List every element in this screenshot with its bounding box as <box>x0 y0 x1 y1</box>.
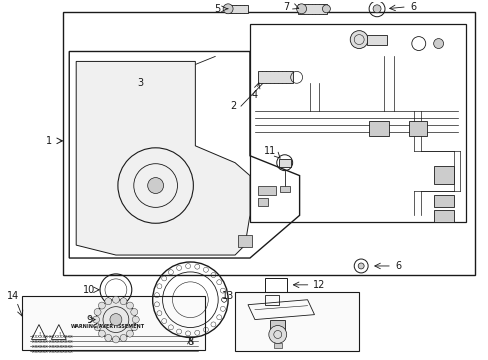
Circle shape <box>372 5 380 13</box>
Circle shape <box>120 334 127 341</box>
Circle shape <box>268 325 286 343</box>
Bar <box>238 235 251 247</box>
Circle shape <box>223 4 233 14</box>
Text: 3: 3 <box>138 78 143 88</box>
Text: 5: 5 <box>214 4 220 14</box>
Circle shape <box>98 302 105 309</box>
Bar <box>433 210 452 222</box>
Circle shape <box>357 263 364 269</box>
Circle shape <box>112 296 119 303</box>
Circle shape <box>96 300 136 339</box>
Polygon shape <box>31 325 46 339</box>
Circle shape <box>94 309 101 315</box>
Circle shape <box>296 4 306 14</box>
Bar <box>273 343 281 348</box>
Circle shape <box>349 31 367 49</box>
Text: !: ! <box>38 332 40 337</box>
Circle shape <box>126 302 133 309</box>
Circle shape <box>94 324 101 331</box>
Text: 1: 1 <box>46 136 52 146</box>
Text: XXXXXX XXXXXXXXX: XXXXXX XXXXXXXXX <box>31 345 72 350</box>
Bar <box>366 35 386 45</box>
Text: 4: 4 <box>251 90 258 100</box>
Bar <box>264 278 286 292</box>
Circle shape <box>132 316 139 323</box>
Bar <box>269 320 284 329</box>
Circle shape <box>104 334 112 341</box>
Circle shape <box>322 5 330 13</box>
Bar <box>368 121 388 136</box>
Bar <box>297 4 327 14</box>
Circle shape <box>98 330 105 337</box>
Text: 6: 6 <box>410 2 416 12</box>
Bar <box>278 159 290 167</box>
Circle shape <box>126 330 133 337</box>
Circle shape <box>110 314 122 325</box>
Text: 10: 10 <box>83 285 95 295</box>
Circle shape <box>130 309 138 315</box>
Text: XXXXXX XXXXXXXXX: XXXXXX XXXXXXXXX <box>31 341 72 345</box>
Circle shape <box>147 177 163 193</box>
Text: XXXXXX XXXXXXXXX: XXXXXX XXXXXXXXX <box>31 336 72 339</box>
Text: 8: 8 <box>187 337 193 347</box>
Text: 2: 2 <box>229 101 236 111</box>
Text: 11: 11 <box>263 146 275 156</box>
Text: 6: 6 <box>395 261 401 271</box>
Text: WARNING/AVERTISSEMENT: WARNING/AVERTISSEMENT <box>71 323 145 328</box>
Text: 7: 7 <box>283 2 289 12</box>
Circle shape <box>104 298 112 305</box>
Text: !: ! <box>58 332 60 337</box>
Circle shape <box>112 336 119 343</box>
Text: 13: 13 <box>222 291 234 301</box>
Circle shape <box>120 298 127 305</box>
Text: XXXXXX XXXXXXXXX: XXXXXX XXXXXXXXX <box>31 350 72 354</box>
Circle shape <box>92 316 100 323</box>
Circle shape <box>130 324 138 331</box>
Text: 12: 12 <box>313 280 325 290</box>
Bar <box>249 24 466 222</box>
Bar <box>21 296 205 350</box>
Bar <box>225 5 247 13</box>
Bar <box>257 198 267 206</box>
Text: 9: 9 <box>86 315 92 325</box>
Bar <box>257 71 292 83</box>
Text: 14: 14 <box>6 291 19 301</box>
Bar <box>257 185 275 195</box>
Polygon shape <box>51 325 66 339</box>
Bar <box>264 295 278 305</box>
Polygon shape <box>76 62 249 255</box>
Bar <box>279 185 289 193</box>
Bar <box>433 166 452 184</box>
Bar <box>63 12 474 275</box>
Circle shape <box>433 39 443 49</box>
Bar <box>235 292 359 351</box>
Bar <box>433 195 452 207</box>
Bar <box>408 121 426 136</box>
